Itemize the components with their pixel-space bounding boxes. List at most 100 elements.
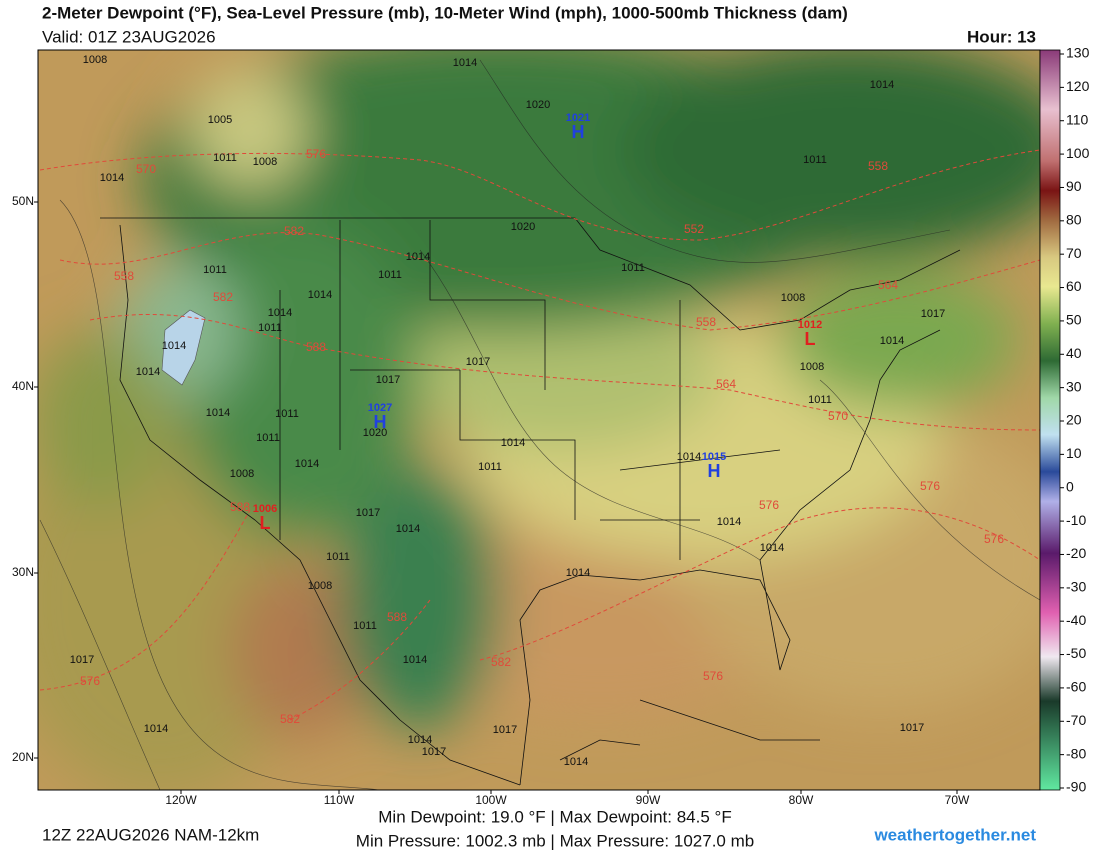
colorbar-label: -70: [1066, 712, 1086, 728]
isobar-label: 1017: [70, 654, 94, 666]
isobar-label: 1011: [803, 154, 827, 166]
thickness-label: 570: [136, 162, 156, 176]
colorbar-label: -90: [1066, 779, 1086, 795]
isobar-label: 1014: [717, 516, 741, 528]
low-pressure-symbol: L: [805, 329, 816, 349]
isobar-label: 1014: [162, 340, 186, 352]
isobar-label: 1014: [403, 654, 427, 666]
high-pressure-value: 1027: [368, 402, 392, 414]
colorbar-label: 20: [1066, 412, 1082, 428]
longitude-label: 90W: [636, 793, 661, 807]
high-pressure-value: 1021: [566, 112, 590, 124]
pressure-stats: Min Pressure: 1002.3 mb | Max Pressure: …: [356, 831, 754, 850]
isobar-label: 1008: [308, 580, 332, 592]
isobar-label: 1011: [621, 262, 645, 274]
low-pressure-value: 1006: [253, 503, 277, 515]
high-pressure-symbol: H: [572, 122, 585, 142]
colorbar-label: 90: [1066, 178, 1082, 194]
title: 2-Meter Dewpoint (°F), Sea-Level Pressur…: [42, 3, 848, 22]
isobar-label: 1011: [326, 551, 350, 563]
thickness-label: 552: [684, 222, 704, 236]
isobar-label: 1014: [760, 542, 784, 554]
thickness-label: 558: [868, 159, 888, 173]
latitude-label: 20N: [12, 750, 34, 764]
thickness-label: 576: [80, 674, 100, 688]
thickness-label: 564: [716, 377, 736, 391]
colorbar-label: -30: [1066, 579, 1086, 595]
isobar-label: 1011: [203, 264, 227, 276]
longitude-label: 80W: [789, 793, 814, 807]
valid-time: Valid: 01Z 23AUG2026: [42, 27, 216, 46]
isobar-label: 1008: [253, 156, 277, 168]
isobar-label: 1011: [258, 322, 282, 334]
isobar-label: 1014: [453, 57, 477, 69]
thickness-label: 564: [878, 278, 898, 292]
isobar-label: 1017: [466, 356, 490, 368]
thickness-label: 576: [703, 669, 723, 683]
colorbar: [1039, 49, 1061, 791]
isobar-label: 1011: [213, 152, 237, 164]
isobar-label: 1017: [900, 722, 924, 734]
isobar-label: 1014: [396, 523, 420, 535]
latitude-label: 30N: [12, 565, 34, 579]
model-run: 12Z 22AUG2026 NAM-12km: [42, 825, 259, 844]
isobar-label: 1014: [564, 756, 588, 768]
thickness-label: 582: [491, 655, 511, 669]
isobar-label: 1014: [501, 437, 525, 449]
dry-area: [161, 309, 206, 386]
isobar-label: 1017: [356, 507, 380, 519]
colorbar-label: -60: [1066, 679, 1086, 695]
thickness-label: 588: [230, 500, 250, 514]
colorbar-label: -80: [1066, 745, 1086, 761]
latitude-label: 40N: [12, 379, 34, 393]
thickness-label: 588: [387, 610, 407, 624]
isobar-label: 1008: [800, 361, 824, 373]
thickness-label: 582: [213, 290, 233, 304]
isobar-label: 1011: [275, 408, 299, 420]
high-pressure-value: 1015: [702, 451, 726, 463]
site-credit: weathertogether.net: [873, 825, 1036, 844]
isobar-label: 1005: [208, 114, 232, 126]
isobar-label: 1017: [376, 374, 400, 386]
isobar-label: 1014: [880, 335, 904, 347]
colorbar-label: 10: [1066, 445, 1082, 461]
thickness-label: 576: [984, 532, 1004, 546]
dewpoint-stats: Min Dewpoint: 19.0 °F | Max Dewpoint: 84…: [378, 807, 731, 826]
isobar-label: 1014: [677, 451, 701, 463]
isobar-label: 1017: [493, 724, 517, 736]
isobar-label: 1014: [100, 172, 124, 184]
isobar-label: 1014: [136, 366, 160, 378]
isobar-label: 1020: [363, 427, 387, 439]
isobar-label: 1011: [353, 620, 377, 632]
colorbar-label: 50: [1066, 312, 1082, 328]
isobar-label: 1017: [422, 746, 446, 758]
isobar-label: 1011: [378, 269, 402, 281]
thickness-label: 576: [306, 147, 326, 161]
isobar-label: 1008: [230, 468, 254, 480]
isobar-label: 1017: [921, 308, 945, 320]
isobar-label: 1014: [408, 734, 432, 746]
isobar-label: 1011: [478, 461, 502, 473]
thickness-label: 558: [696, 315, 716, 329]
thickness-lines: [39, 149, 1040, 721]
isobar-label: 1014: [308, 289, 332, 301]
colorbar-label: 60: [1066, 278, 1082, 294]
colorbar-label: 130: [1066, 45, 1090, 61]
isobar-label: 1011: [808, 394, 832, 406]
isobar-label: 1014: [295, 458, 319, 470]
isobar-label: 1014: [206, 407, 230, 419]
longitude-label: 110W: [324, 793, 355, 807]
colorbar-label: 0: [1066, 478, 1074, 494]
colorbar-label: 70: [1066, 245, 1082, 261]
thickness-label: 576: [759, 498, 779, 512]
boundaries: [100, 217, 961, 786]
isobar-label: 1020: [511, 221, 535, 233]
high-pressure-symbol: H: [708, 461, 721, 481]
isobars: [39, 59, 1040, 790]
thickness-label: 582: [280, 712, 300, 726]
forecast-hour: Hour: 13: [967, 27, 1036, 46]
high-pressure-symbol: H: [374, 412, 387, 432]
colorbar-label: -20: [1066, 545, 1086, 561]
